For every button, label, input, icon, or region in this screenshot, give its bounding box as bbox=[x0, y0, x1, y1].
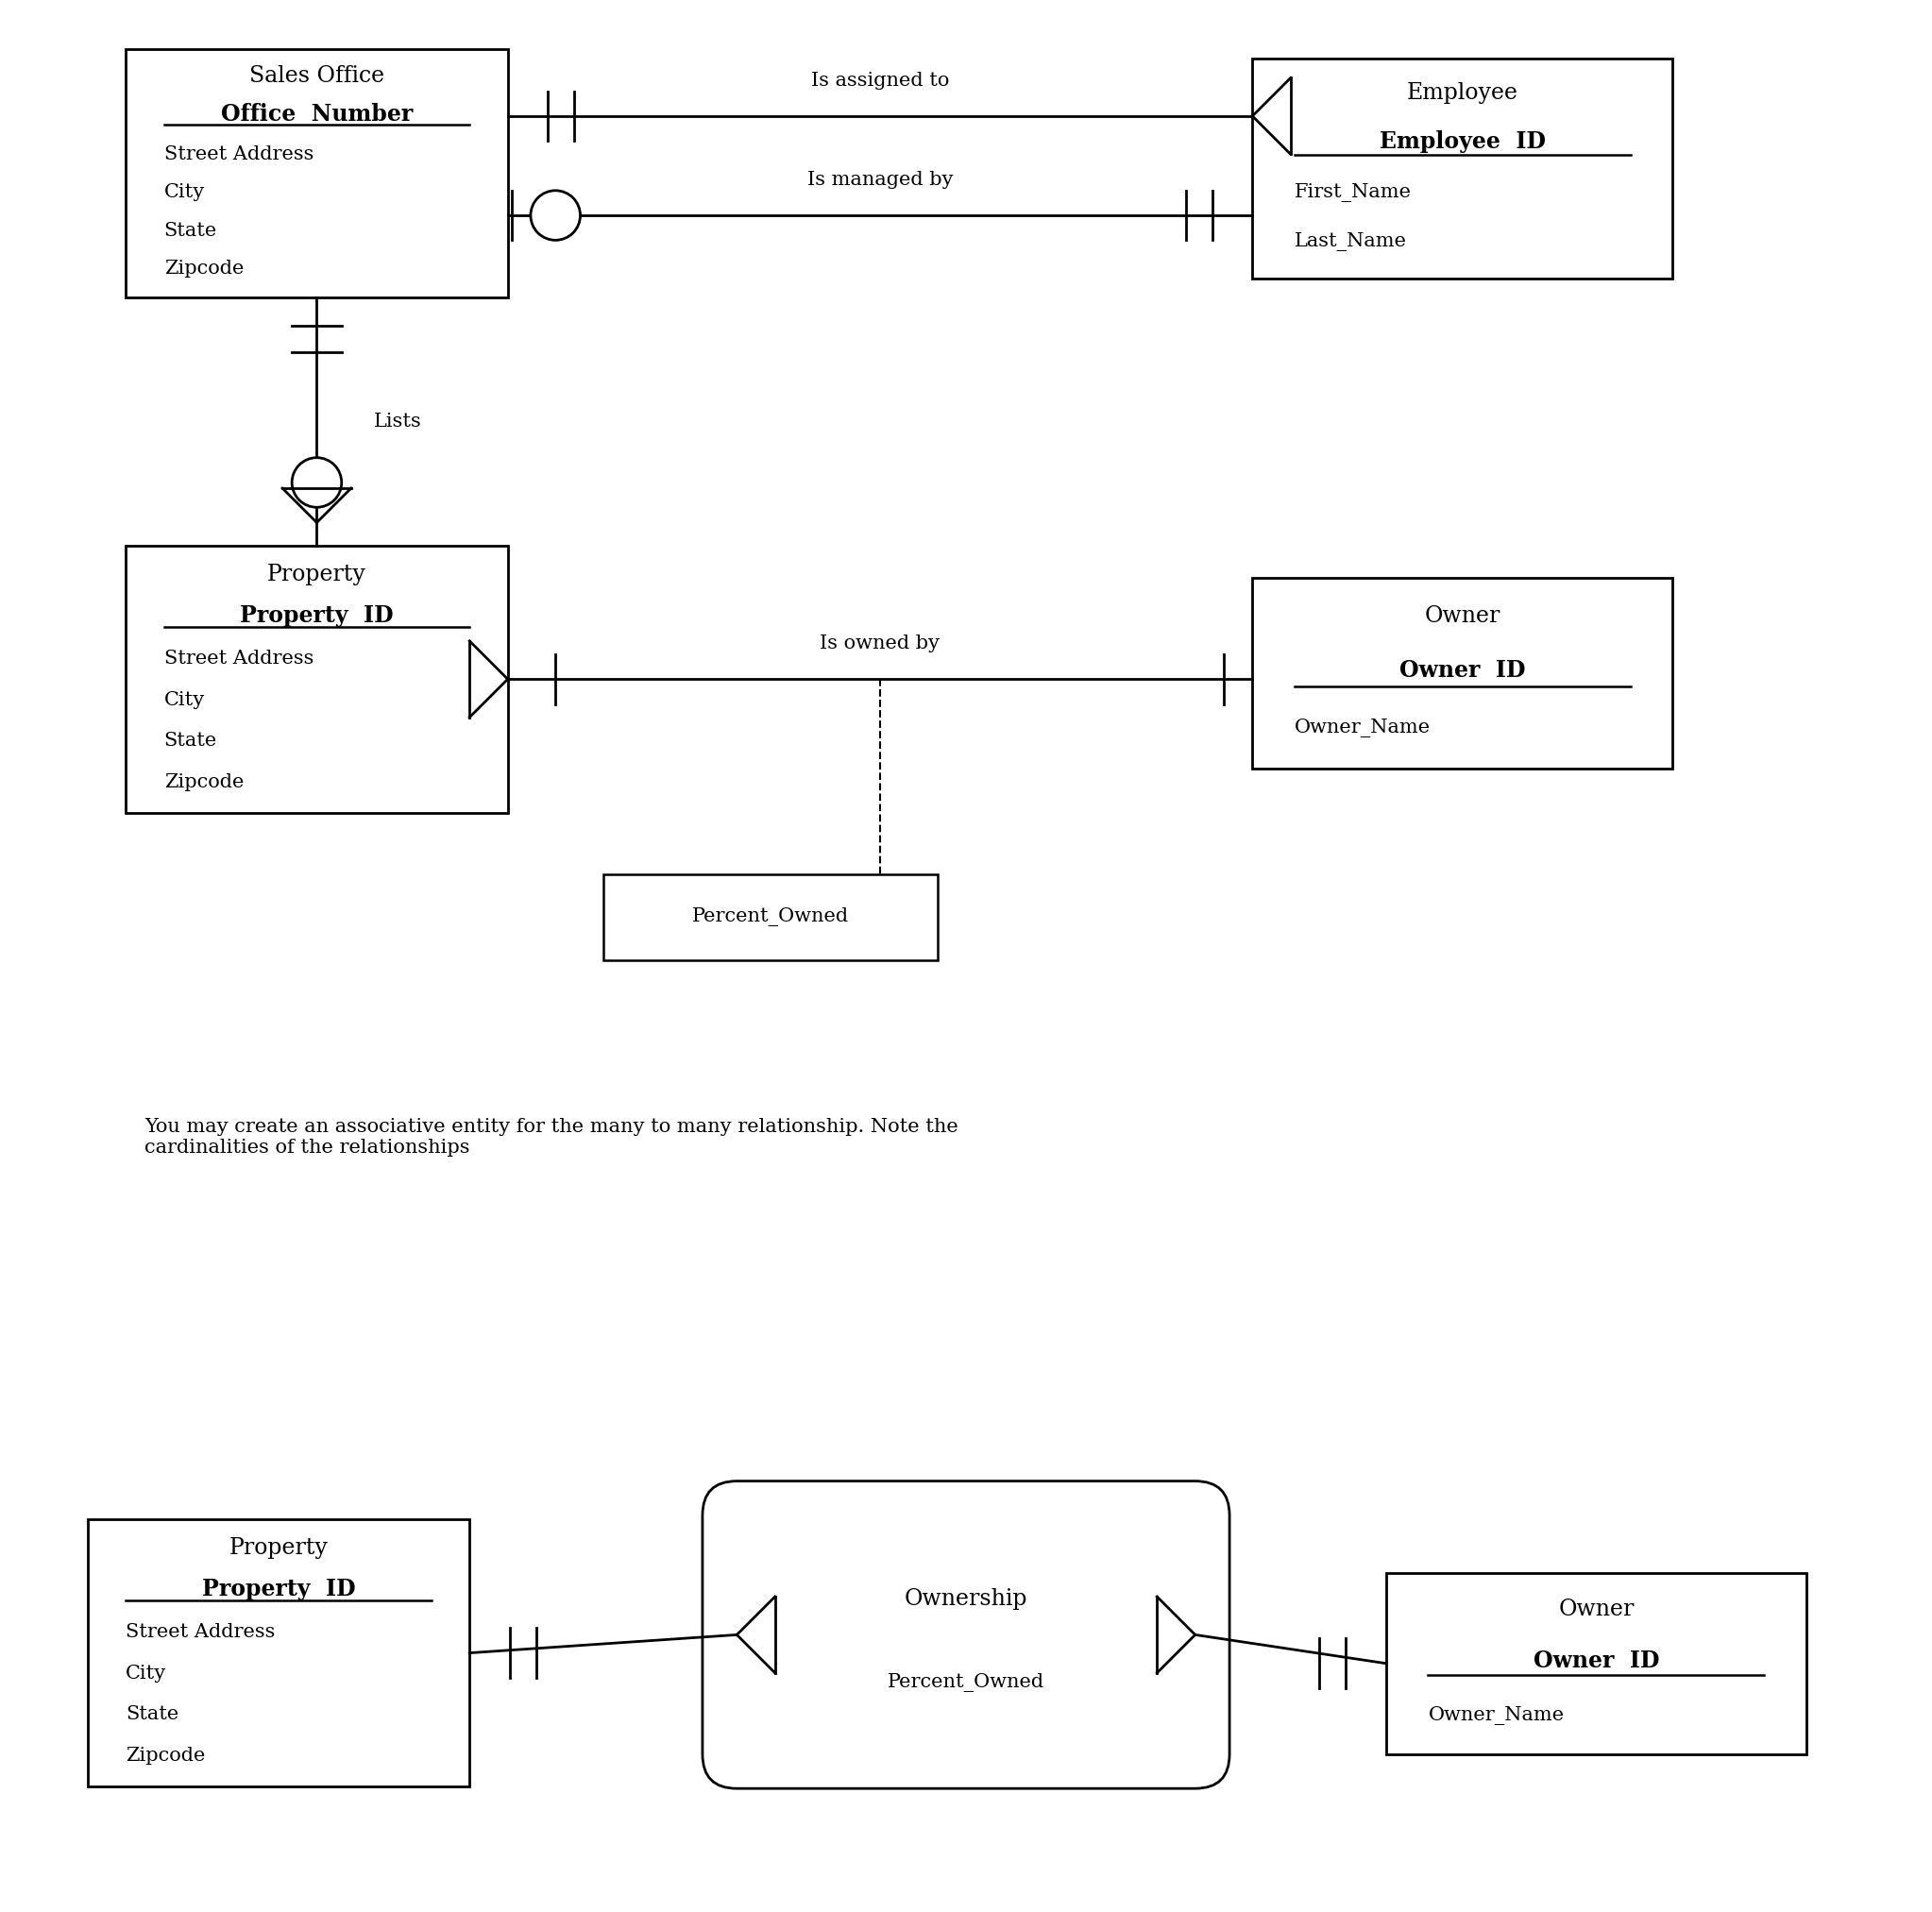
Text: Owner: Owner bbox=[1424, 606, 1501, 627]
Text: Zipcode: Zipcode bbox=[164, 260, 243, 277]
FancyBboxPatch shape bbox=[703, 1482, 1229, 1788]
Text: Sales Office: Sales Office bbox=[249, 65, 384, 86]
FancyBboxPatch shape bbox=[126, 545, 508, 813]
Text: You may create an associative entity for the many to many relationship. Note the: You may create an associative entity for… bbox=[145, 1119, 958, 1157]
Text: Owner: Owner bbox=[1559, 1598, 1634, 1619]
Text: Owner  ID: Owner ID bbox=[1534, 1650, 1660, 1673]
Text: City: City bbox=[126, 1665, 166, 1683]
FancyBboxPatch shape bbox=[1252, 59, 1673, 277]
FancyBboxPatch shape bbox=[126, 50, 508, 296]
Text: Percent_Owned: Percent_Owned bbox=[887, 1673, 1045, 1692]
FancyBboxPatch shape bbox=[87, 1520, 469, 1786]
Text: Zipcode: Zipcode bbox=[164, 772, 243, 792]
Text: State: State bbox=[164, 222, 216, 239]
Circle shape bbox=[292, 457, 342, 507]
Text: Zipcode: Zipcode bbox=[126, 1748, 205, 1765]
FancyBboxPatch shape bbox=[1385, 1574, 1806, 1753]
FancyBboxPatch shape bbox=[1252, 577, 1673, 769]
Text: Owner_Name: Owner_Name bbox=[1294, 719, 1430, 738]
Text: Employee: Employee bbox=[1406, 82, 1519, 103]
Text: Is assigned to: Is assigned to bbox=[811, 71, 949, 90]
Text: City: City bbox=[164, 184, 205, 201]
Text: Is managed by: Is managed by bbox=[808, 170, 952, 189]
Text: City: City bbox=[164, 690, 205, 709]
Text: Street Address: Street Address bbox=[126, 1623, 276, 1640]
Text: Street Address: Street Address bbox=[164, 145, 313, 163]
Text: Property: Property bbox=[230, 1537, 328, 1558]
Text: Office  Number: Office Number bbox=[220, 103, 413, 126]
Text: First_Name: First_Name bbox=[1294, 184, 1412, 203]
Text: Last_Name: Last_Name bbox=[1294, 231, 1406, 250]
Text: Lists: Lists bbox=[375, 413, 421, 430]
Circle shape bbox=[531, 191, 580, 241]
Text: Owner  ID: Owner ID bbox=[1399, 660, 1526, 683]
Text: Property: Property bbox=[267, 564, 367, 585]
Text: Property  ID: Property ID bbox=[201, 1577, 355, 1600]
Text: Ownership: Ownership bbox=[904, 1589, 1028, 1610]
Text: Street Address: Street Address bbox=[164, 650, 313, 667]
Text: Property  ID: Property ID bbox=[240, 604, 394, 627]
Text: Is owned by: Is owned by bbox=[819, 635, 941, 652]
FancyBboxPatch shape bbox=[603, 874, 937, 960]
Text: State: State bbox=[126, 1706, 180, 1723]
Text: Percent_Owned: Percent_Owned bbox=[692, 908, 848, 925]
Text: State: State bbox=[164, 732, 216, 750]
Text: Owner_Name: Owner_Name bbox=[1428, 1706, 1565, 1725]
Text: Employee  ID: Employee ID bbox=[1379, 130, 1546, 153]
